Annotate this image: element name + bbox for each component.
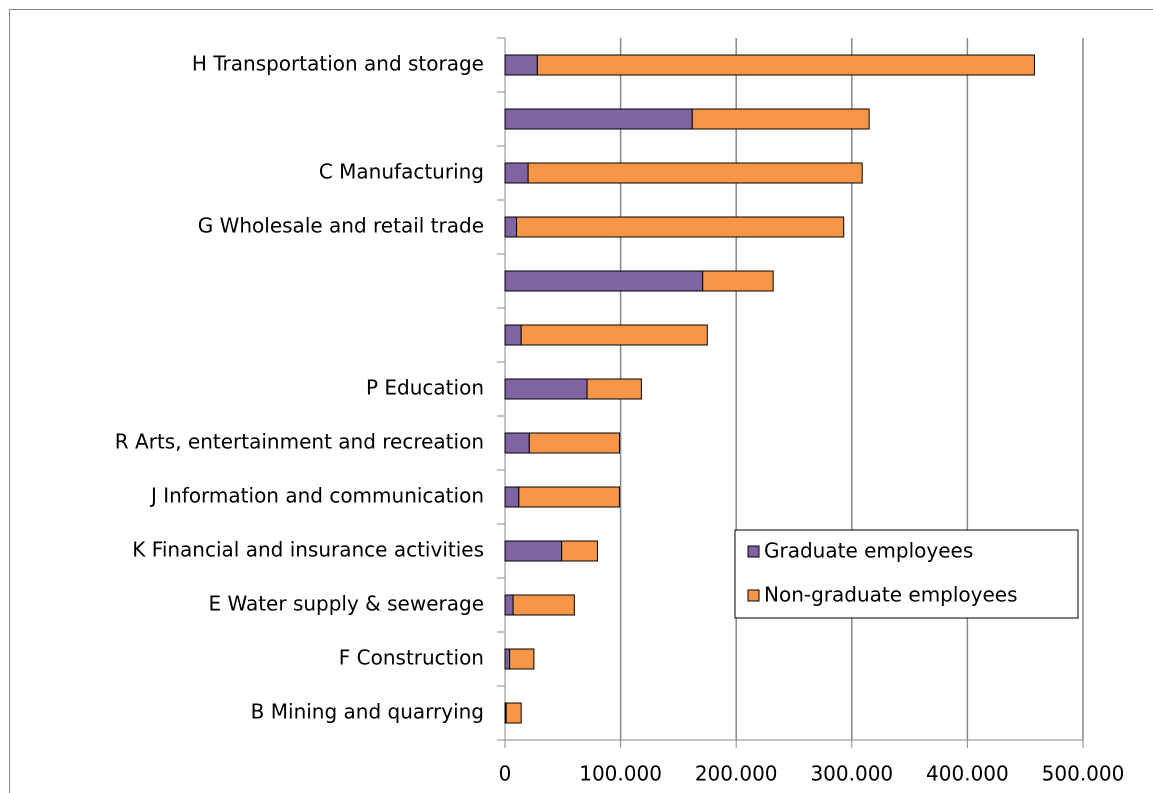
bar-segment [512,594,575,616]
bar-segment [504,324,522,346]
x-tick-label: 400.000 [926,762,1009,786]
x-tick-label: 300.000 [810,762,893,786]
y-tick-label: J Information and communication [149,484,484,508]
y-tick-label: P Education [366,376,484,400]
y-tick-label: F Construction [339,646,484,670]
legend-box [734,529,1079,619]
y-tick-label: K Financial and insurance activities [132,538,484,562]
bar-segment [536,54,1035,76]
bar-segment [586,378,642,400]
bar-segment [504,594,514,616]
y-tick-label: R Arts, entertainment and recreation [115,430,484,454]
bar-segment [528,432,620,454]
legend-swatch [747,589,760,602]
bar-segment [504,540,563,562]
bar-segment [516,216,845,238]
legend-swatch [747,545,760,558]
bar-segment [509,648,535,670]
x-tick-label: 0 [499,762,512,786]
bar-segment [527,162,863,184]
x-tick-label: 100.000 [579,762,662,786]
bar-segment [702,270,774,292]
bar-segment [561,540,598,562]
bar-segment [504,378,588,400]
y-tick-label: E Water supply & sewerage [208,592,484,616]
y-tick-label: B Mining and quarrying [251,700,484,724]
bar-segment [504,108,693,130]
bar-segment [691,108,870,130]
bar-segment [504,432,530,454]
bar-segment [504,54,538,76]
bar-segment [505,702,522,724]
legend-label: Non-graduate employees [764,583,1018,607]
x-tick-label: 500.000 [1042,762,1125,786]
y-tick-label: H Transportation and storage [192,52,484,76]
y-tick-label: C Manufacturing [319,160,484,184]
bar-segment [504,648,511,670]
bar-segment [504,162,529,184]
bar-segment [504,216,518,238]
chart-frame [9,9,1153,793]
bar-segment [518,486,620,508]
y-tick-label: G Wholesale and retail trade [198,214,484,238]
bar-segment [504,486,520,508]
bar-segment [504,270,704,292]
x-tick-label: 200.000 [695,762,778,786]
bar-segment [520,324,708,346]
legend-label: Graduate employees [764,539,973,563]
